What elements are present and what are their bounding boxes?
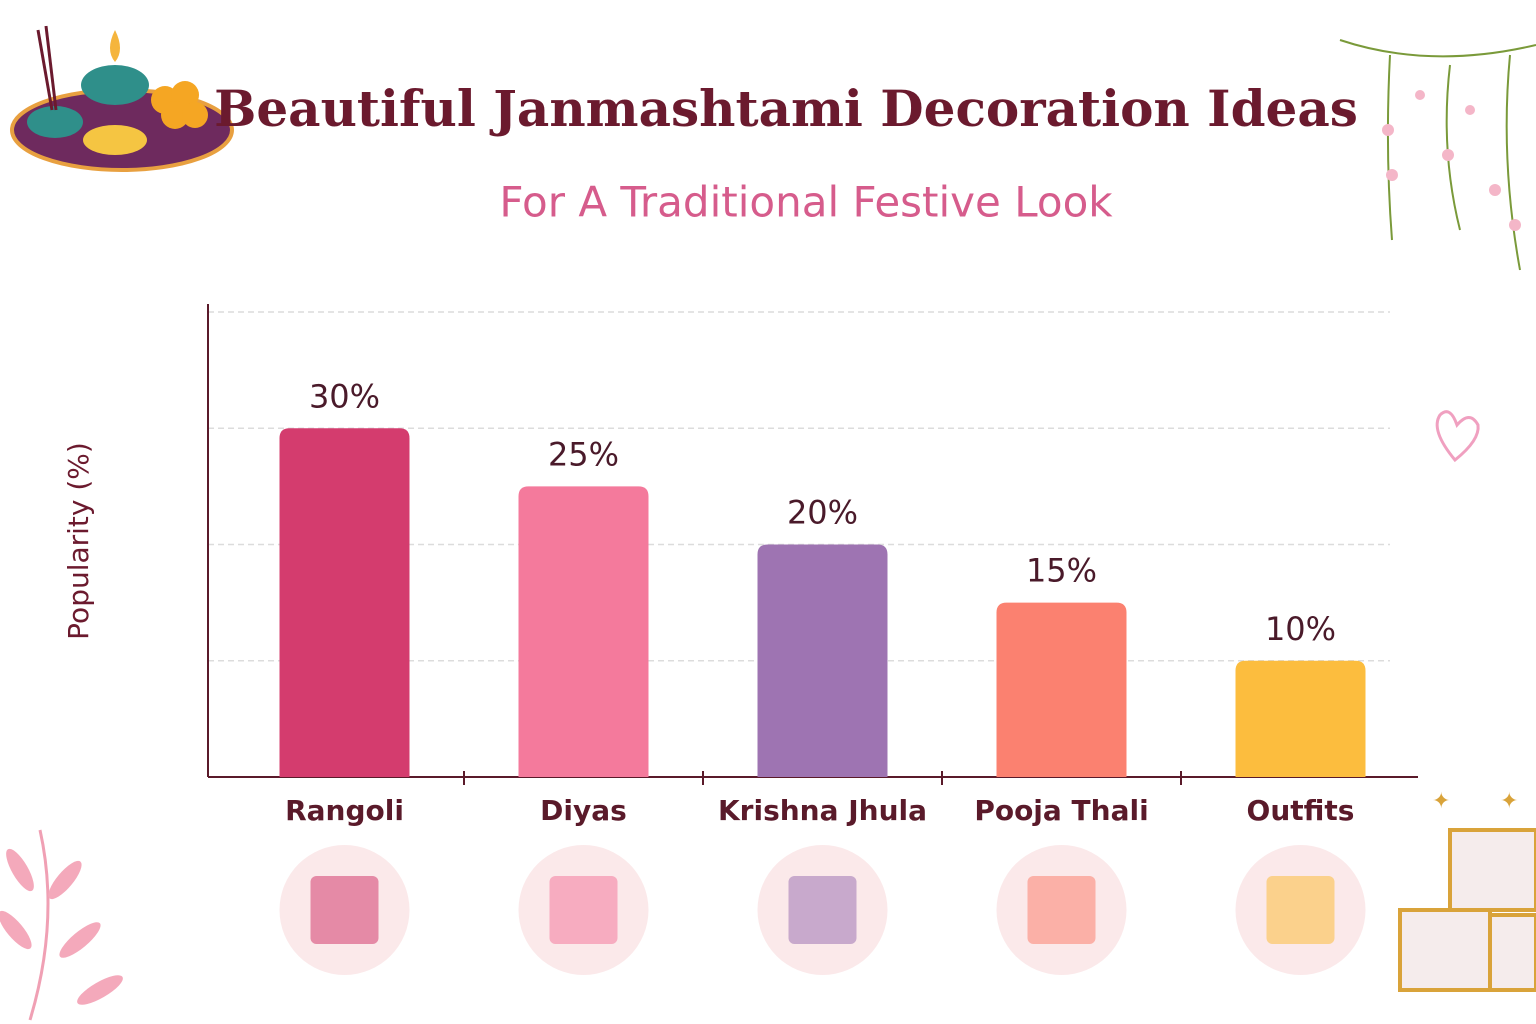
decor-gifts: ✦ ✦ bbox=[1398, 789, 1536, 992]
category-icon-art bbox=[549, 876, 618, 944]
category-icon-art bbox=[1027, 876, 1096, 944]
bar bbox=[279, 428, 410, 777]
x-tick-label: Outfits bbox=[1247, 794, 1355, 827]
category-icon-art bbox=[788, 876, 857, 944]
decor-thali bbox=[10, 25, 234, 172]
bar bbox=[757, 544, 888, 777]
decor-heart bbox=[1435, 410, 1480, 463]
bar bbox=[1235, 660, 1366, 777]
x-tick-label: Diyas bbox=[540, 794, 627, 827]
svg-text:✦: ✦ bbox=[1432, 789, 1450, 814]
value-label: 25% bbox=[548, 435, 619, 473]
decor-vines bbox=[1339, 39, 1536, 271]
svg-text:✦: ✦ bbox=[1500, 789, 1518, 814]
value-label: 20% bbox=[787, 494, 858, 532]
chart-subtitle: For A Traditional Festive Look bbox=[499, 178, 1113, 227]
plot: 30% Rangoli 25% Diyas 20% Krishna Jhula 15% Poo… bbox=[207, 304, 1418, 975]
chart-title: Beautiful Janmashtami Decoration Ideas bbox=[214, 79, 1358, 138]
x-tick-label: Pooja Thali bbox=[974, 794, 1148, 827]
bar bbox=[518, 486, 649, 777]
value-label: 15% bbox=[1026, 552, 1097, 590]
category-icon-art bbox=[310, 876, 379, 944]
x-tick-label: Rangoli bbox=[285, 794, 404, 827]
category-icon-art bbox=[1266, 876, 1335, 944]
value-label: 10% bbox=[1265, 610, 1336, 648]
x-tick-label: Krishna Jhula bbox=[718, 794, 927, 827]
decor-leaves bbox=[0, 829, 123, 1021]
y-axis-label: Popularity (%) bbox=[62, 442, 95, 640]
value-label: 30% bbox=[309, 377, 380, 415]
bar bbox=[996, 602, 1127, 777]
